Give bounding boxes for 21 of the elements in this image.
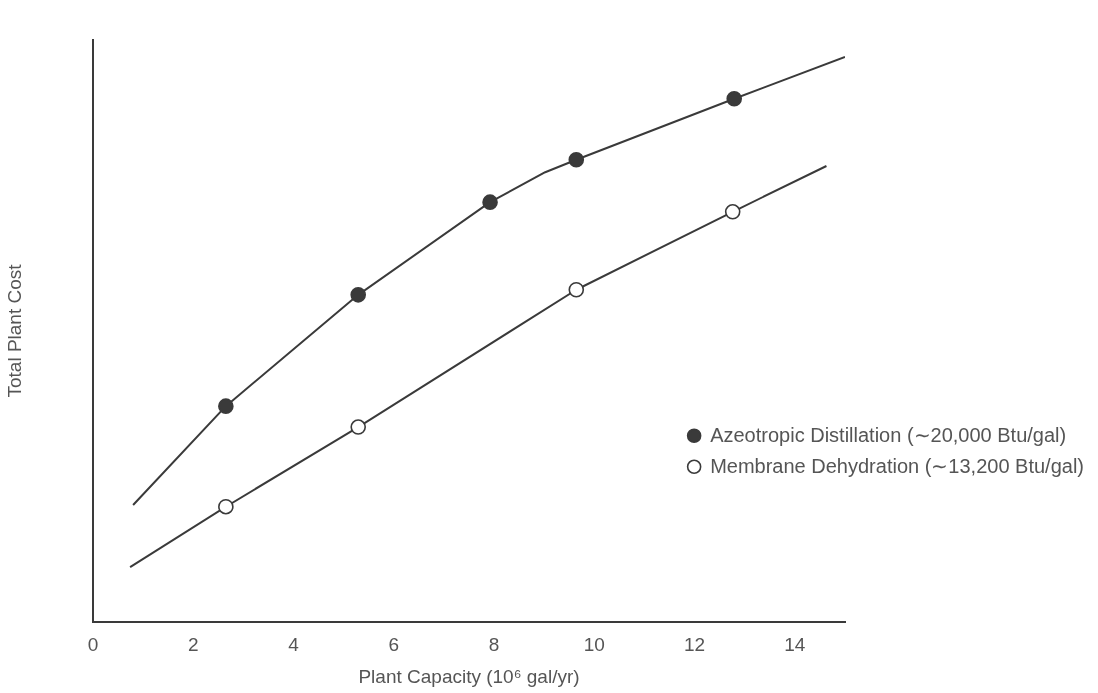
x-tick-label: 2: [187, 633, 199, 655]
point: [218, 398, 234, 414]
x-tick-label: 0: [87, 633, 99, 655]
point: [218, 498, 234, 515]
x-tick-label: 14: [784, 633, 806, 655]
point: [568, 151, 585, 168]
x-tick-label: 4: [288, 633, 300, 655]
point: [726, 90, 743, 107]
y-axis-title: Total Plant Cost: [3, 263, 25, 398]
point: [482, 194, 498, 210]
point: [350, 419, 367, 435]
x-tick-label: 10: [583, 633, 605, 655]
point: [350, 287, 367, 303]
legend-label: Membrane Dehydration (∼13,200 Btu/gal): [710, 455, 1085, 478]
x-tick-label: 8: [488, 633, 500, 655]
point: [724, 203, 741, 220]
legend-label: Azeotropic Distillation (∼20,000 Btu/gal): [710, 424, 1067, 447]
x-tick-label: 6: [388, 633, 400, 655]
x-tick-label: 12: [684, 633, 706, 655]
point: [568, 281, 585, 298]
x-axis-title: Plant Capacity (10⁶ gal/yr): [358, 665, 580, 687]
